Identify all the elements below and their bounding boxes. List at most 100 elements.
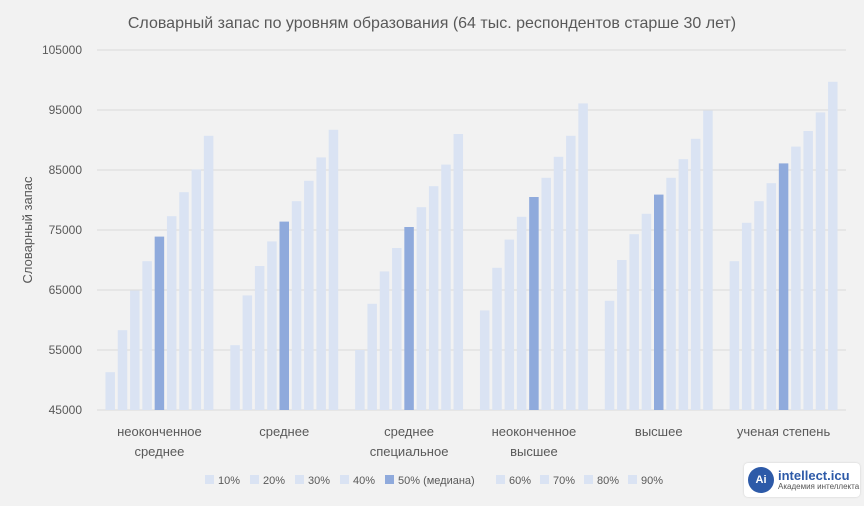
legend-swatch [250,475,259,484]
chart-title: Словарный запас по уровням образования (… [128,15,736,32]
legend-label: 60% [509,475,531,487]
x-tick-label: среднее [259,424,309,439]
legend-swatch [496,475,505,484]
bar [729,261,740,410]
x-tick-label: высшее [510,444,558,459]
bar [690,138,701,411]
legend-label: 40% [353,475,375,487]
bar [166,216,177,410]
y-axis-ticks: 45000 55000 65000 75000 85000 95000 105000 [42,43,82,417]
legend-swatch [628,475,637,484]
bar [604,300,615,410]
legend-label: 30% [308,475,330,487]
grid-lines [97,49,846,411]
bar [578,103,588,411]
bar [154,236,165,410]
legend-label: 50% (медиана) [398,475,475,487]
bar [242,295,253,410]
bar [791,146,801,410]
bar [828,81,838,411]
x-tick-label: среднее [384,424,434,439]
y-tick-label: 55000 [49,343,83,357]
bar [254,266,265,410]
legend: 10% 20% 30% 40% 50% (медиана) 60% 70% 80% 90% [205,475,663,487]
bar [754,201,764,410]
legend-swatch [205,475,214,484]
legend-label: 10% [218,475,240,487]
legend-label: 20% [263,475,285,487]
bar [641,213,652,410]
bar [803,131,813,410]
legend-label: 70% [553,475,575,487]
bar [179,192,189,410]
watermark-title: intellect.icu [778,467,850,483]
bar [367,303,377,410]
bar [541,177,551,410]
bar [766,183,777,410]
bar [566,135,576,411]
watermark-logo: Ai [748,467,774,493]
bar [316,157,326,410]
bar [304,180,314,410]
bar [654,194,664,410]
bar [453,134,464,410]
bar [617,260,627,410]
bar [379,271,390,410]
legend-label: 80% [597,475,619,487]
bar [267,241,277,410]
bar [553,156,564,410]
bar [492,267,502,410]
bar [130,290,140,410]
y-tick-label: 85000 [49,163,83,177]
x-tick-label: неоконченное [492,424,577,439]
bar [142,261,152,410]
bar [392,248,402,410]
legend-swatch [584,475,593,484]
bar [279,221,289,410]
bar [778,163,789,410]
legend-label: 90% [641,475,663,487]
y-tick-label: 95000 [49,103,83,117]
bar [741,222,752,410]
legend-swatch [295,475,304,484]
x-tick-label: ученая степень [737,424,831,439]
bar [678,159,689,410]
bar [355,350,365,410]
bar [230,345,240,410]
bar [203,135,214,411]
bar [703,110,713,410]
bar [191,169,202,410]
bar [441,164,451,410]
y-tick-label: 65000 [49,283,83,297]
bar [529,197,539,410]
y-tick-label: 45000 [49,403,83,417]
bar [117,330,128,410]
y-tick-label: 105000 [42,43,82,57]
bar [291,201,302,410]
bar [815,112,826,411]
legend-swatch [540,475,549,484]
y-axis-label: Словарный запас [20,176,35,283]
y-tick-label: 75000 [49,223,83,237]
bars [105,81,838,411]
bar [504,239,515,410]
x-axis-labels: неоконченное среднее среднее среднее специал… [117,424,830,459]
legend-swatch [340,475,349,484]
legend-swatch [385,475,394,484]
bar [479,310,490,410]
bar [105,372,115,410]
x-tick-label: среднее [134,444,184,459]
bar [428,186,439,410]
x-tick-label: неоконченное [117,424,202,439]
x-tick-label: специальное [370,444,449,459]
bar [404,227,414,410]
bar [516,216,527,410]
bar [666,177,676,410]
x-tick-label: высшее [635,424,683,439]
bar [328,129,339,411]
bar [416,207,427,410]
watermark-subtitle: Академия интеллекта [778,481,860,491]
watermark-badge: Ai intellect.icu Академия интеллекта [744,463,860,497]
